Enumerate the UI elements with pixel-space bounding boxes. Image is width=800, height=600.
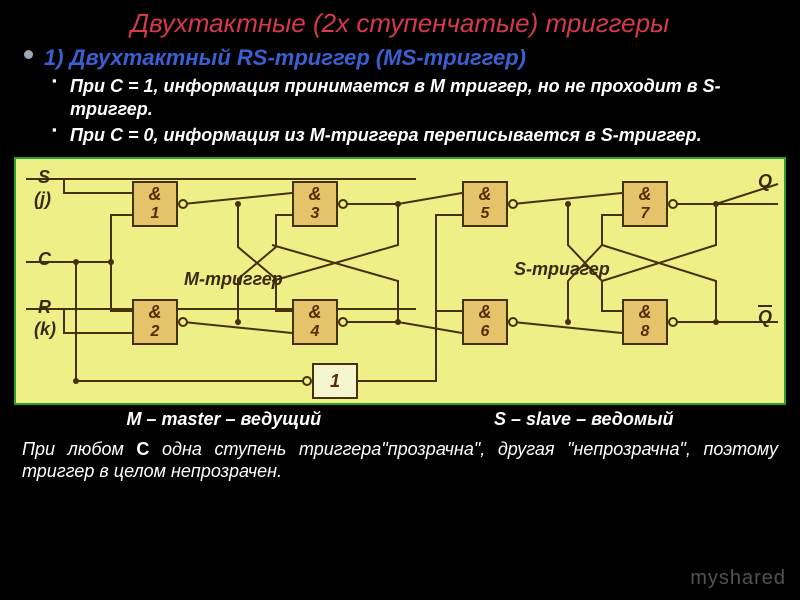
junction-dot [395, 201, 401, 207]
junction-dot [713, 319, 719, 325]
inverter: 1 [312, 363, 358, 399]
inversion-bubble [508, 199, 518, 209]
inversion-bubble [668, 317, 678, 327]
gate-4: &4 [292, 299, 338, 345]
inversion-bubble [302, 376, 312, 386]
caption-master: М – master – ведущий [126, 409, 321, 430]
gate-1: &1 [132, 181, 178, 227]
junction-dot [235, 201, 241, 207]
footer-c: С [136, 439, 149, 459]
label-Q: Q [758, 171, 772, 192]
junction-dot [235, 319, 241, 325]
gate-8: &8 [622, 299, 668, 345]
inversion-bubble [338, 317, 348, 327]
gate-2: &2 [132, 299, 178, 345]
footer-text: При любом С одна ступень триггера"прозра… [0, 432, 800, 483]
junction-dot [395, 319, 401, 325]
inversion-bubble [668, 199, 678, 209]
junction-dot [565, 319, 571, 325]
gate-6: &6 [462, 299, 508, 345]
trigger-label-M: М-триггер [184, 269, 283, 290]
label-R: R [38, 297, 51, 318]
watermark: myshared [690, 567, 786, 590]
trigger-label-S: S-триггер [514, 259, 610, 280]
inversion-bubble [178, 317, 188, 327]
junction-dot [713, 201, 719, 207]
bullet-2: При С = 0, информация из М-триггера пере… [0, 122, 800, 149]
label-S: S [38, 167, 50, 188]
label-Qb-overline [758, 305, 772, 307]
gate-5: &5 [462, 181, 508, 227]
gate-3: &3 [292, 181, 338, 227]
caption-row: М – master – ведущий S – slave – ведомый [0, 407, 800, 432]
label-k: (k) [34, 319, 56, 340]
gate-7: &7 [622, 181, 668, 227]
slide-title: Двухтактные (2х ступенчатые) триггеры [0, 0, 800, 43]
junction-dot [108, 259, 114, 265]
diagram-container: &1&2&3&4&5&6&7&8 1 S(j) C R(k) Q Q М-триггер S-т… [14, 157, 786, 405]
caption-slave: S – slave – ведомый [494, 409, 674, 430]
junction-dot [565, 201, 571, 207]
label-C: C [38, 249, 51, 270]
footer-pre: При любом [22, 439, 136, 459]
junction-dot [73, 378, 79, 384]
junction-dot [73, 259, 79, 265]
inversion-bubble [338, 199, 348, 209]
label-j: (j) [34, 189, 51, 210]
inversion-bubble [178, 199, 188, 209]
bullet-1: При С = 1, информация принимается в М тр… [0, 73, 800, 122]
slide-subtitle: 1) Двухтактный RS-триггер (MS-триггер) [0, 43, 800, 73]
ms-trigger-diagram: &1&2&3&4&5&6&7&8 1 S(j) C R(k) Q Q М-триггер S-т… [14, 157, 786, 405]
label-Qb: Q [758, 307, 772, 328]
inversion-bubble [508, 317, 518, 327]
